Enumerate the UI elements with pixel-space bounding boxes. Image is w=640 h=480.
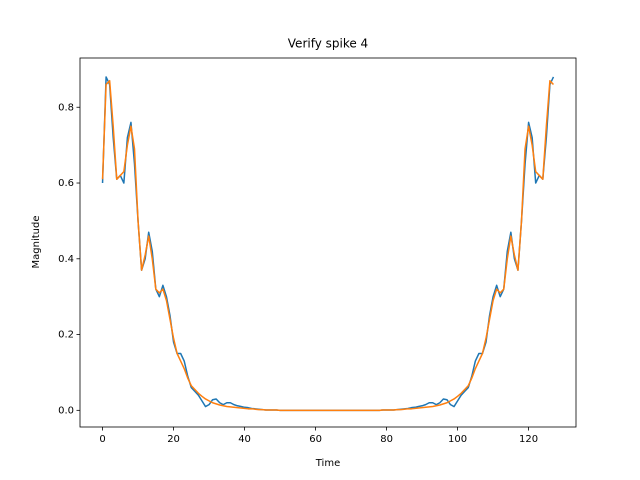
y-tick-label: 0.6 (58, 178, 74, 189)
y-tick-label: 0.0 (58, 405, 74, 416)
plot-frame (79, 57, 577, 428)
x-axis-label: Time (315, 458, 340, 469)
x-tick-label: 0 (99, 434, 105, 445)
x-tick-label: 20 (167, 434, 180, 445)
x-tick-label: 60 (309, 434, 322, 445)
x-tick-label: 120 (519, 434, 538, 445)
y-tick-label: 0.4 (58, 254, 74, 265)
y-tick-label: 0.2 (58, 330, 74, 341)
data-line (101, 76, 555, 412)
x-tick-label: 40 (238, 434, 251, 445)
y-axis-label: Magnitude (31, 216, 42, 269)
x-tick-label: 80 (380, 434, 393, 445)
x-tick-label: 100 (448, 434, 467, 445)
chart-title: Verify spike 4 (288, 37, 368, 51)
y-tick-label: 0.8 (58, 102, 74, 113)
data-line (101, 79, 555, 412)
